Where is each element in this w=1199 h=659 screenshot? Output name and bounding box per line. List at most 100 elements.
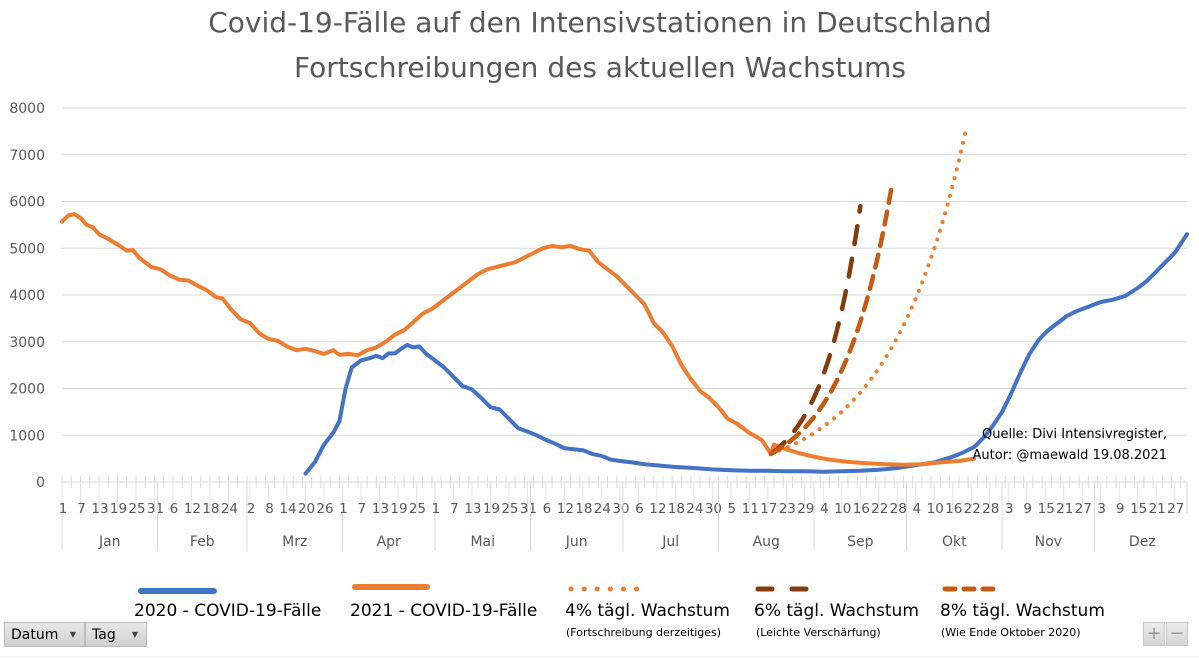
chart-title: Covid-19-Fälle auf den Intensivstationen… bbox=[208, 6, 992, 39]
month-label: Okt bbox=[942, 534, 967, 550]
x-tick-label: 3 bbox=[1005, 501, 1014, 517]
legend-item-2021[interactable]: 2021 - COVID-19-Fälle bbox=[350, 584, 537, 621]
legend: 2020 - COVID-19-Fälle 2021 - COVID-19-Fä… bbox=[134, 584, 1105, 639]
y-axis: 0 1000 2000 3000 4000 5000 6000 7000 8000 bbox=[9, 101, 45, 491]
y-tick-label: 6000 bbox=[9, 195, 45, 211]
x-tick-label: 22 bbox=[964, 501, 981, 517]
x-tick-label: 10 bbox=[927, 501, 944, 517]
collapse-field-button[interactable]: − bbox=[1166, 622, 1188, 646]
x-tick-label: 13 bbox=[464, 501, 481, 517]
x-tick-label: 18 bbox=[202, 501, 219, 517]
legend-item-8pct[interactable]: 8% tägl. Wachstum (Wie Ende Oktober 2020… bbox=[940, 586, 1105, 639]
x-tick-label: 14 bbox=[279, 501, 296, 517]
x-tick-label: 25 bbox=[409, 501, 426, 517]
y-tick-label: 8000 bbox=[9, 101, 45, 117]
plus-icon: + bbox=[1146, 623, 1162, 644]
x-tick-label: 30 bbox=[705, 501, 722, 517]
x-tick-label: 3 bbox=[1097, 501, 1106, 517]
legend-item-2020[interactable]: 2020 - COVID-19-Fälle bbox=[134, 588, 321, 621]
x-tick-label: 6 bbox=[543, 501, 552, 517]
x-tick-label: 31 bbox=[520, 501, 537, 517]
pivot-field-label: Datum bbox=[11, 626, 59, 643]
x-tick-label: 6 bbox=[170, 501, 179, 517]
x-tick-label: 20 bbox=[298, 501, 315, 517]
x-tick-label: 21 bbox=[1056, 501, 1073, 517]
month-label: Nov bbox=[1035, 534, 1062, 550]
x-tick-label: 19 bbox=[483, 501, 500, 517]
legend-label: 6% tägl. Wachstum bbox=[754, 601, 919, 621]
legend-sublabel: (Fortschreibung derzeitiges) bbox=[566, 626, 721, 639]
series-2021-line bbox=[60, 212, 977, 467]
legend-item-4pct[interactable]: 4% tägl. Wachstum (Fortschreibung derzei… bbox=[565, 586, 730, 639]
x-tick-label: 23 bbox=[779, 501, 796, 517]
x-tick-label: 10 bbox=[834, 501, 851, 517]
legend-label: 4% tägl. Wachstum bbox=[565, 601, 730, 621]
month-label: Mrz bbox=[282, 534, 307, 550]
legend-sublabel: (Wie Ende Oktober 2020) bbox=[941, 626, 1081, 639]
x-tick-label: 6 bbox=[635, 501, 644, 517]
x-tick-label: 25 bbox=[501, 501, 518, 517]
x-tick-label: 5 bbox=[728, 501, 737, 517]
x-tick-label: 12 bbox=[557, 501, 574, 517]
x-tick-label: 16 bbox=[853, 501, 870, 517]
month-label: Sep bbox=[847, 534, 874, 550]
y-tick-label: 2000 bbox=[9, 382, 45, 398]
x-tick-label: 15 bbox=[1038, 501, 1055, 517]
x-tick-label: 17 bbox=[760, 501, 777, 517]
dropdown-arrow-icon: ▼ bbox=[69, 630, 76, 639]
x-tick-label: 1 bbox=[339, 501, 348, 517]
y-tick-label: 1000 bbox=[9, 428, 45, 444]
x-tick-label: 21 bbox=[1149, 501, 1166, 517]
x-tick-label: 13 bbox=[372, 501, 389, 517]
x-tick-label: 9 bbox=[1023, 501, 1032, 517]
x-tick-label: 11 bbox=[742, 501, 759, 517]
x-tick-label: 8 bbox=[265, 501, 274, 517]
x-tick-label: 9 bbox=[1116, 501, 1125, 517]
x-tick-label: 19 bbox=[390, 501, 407, 517]
x-tick-label: 15 bbox=[1130, 501, 1147, 517]
y-tick-label: 3000 bbox=[9, 335, 45, 351]
x-tick-label: 24 bbox=[686, 501, 703, 517]
legend-item-6pct[interactable]: 6% tägl. Wachstum (Leichte Verschärfung) bbox=[754, 586, 919, 639]
series-layer bbox=[60, 131, 1189, 476]
month-label: Feb bbox=[190, 534, 215, 550]
x-tick-label: 18 bbox=[575, 501, 592, 517]
y-tick-label: 7000 bbox=[9, 148, 45, 164]
series-2020-line bbox=[303, 232, 1189, 476]
source-annotation-line1: Quelle: Divi Intensivregister, bbox=[982, 427, 1167, 442]
source-annotation-line2: Autor: @maewald 19.08.2021 bbox=[973, 448, 1167, 463]
x-tick-label: 13 bbox=[91, 501, 108, 517]
month-label: Jul bbox=[661, 534, 679, 550]
pivot-field-tag-button[interactable]: Tag ▼ bbox=[85, 622, 147, 647]
pivot-field-datum-button[interactable]: Datum ▼ bbox=[4, 622, 85, 647]
x-tick-label: 29 bbox=[797, 501, 814, 517]
x-tick-label: 1 bbox=[59, 501, 68, 517]
x-tick-label: 19 bbox=[110, 501, 127, 517]
x-tick-label: 1 bbox=[432, 501, 441, 517]
x-tick-label: 16 bbox=[945, 501, 962, 517]
y-tick-label: 0 bbox=[36, 475, 45, 491]
legend-label: 2020 - COVID-19-Fälle bbox=[134, 601, 321, 621]
month-label: Apr bbox=[377, 534, 401, 550]
x-tick-label: 12 bbox=[649, 501, 666, 517]
month-label: Mai bbox=[470, 534, 495, 550]
expand-field-button[interactable]: + bbox=[1143, 622, 1165, 646]
x-tick-label: 4 bbox=[820, 501, 829, 517]
x-tick-label: 25 bbox=[128, 501, 145, 517]
x-tick-label: 27 bbox=[1075, 501, 1092, 517]
x-tick-label: 30 bbox=[612, 501, 629, 517]
month-label: Aug bbox=[753, 534, 780, 550]
month-label: Jun bbox=[565, 534, 588, 550]
legend-label: 8% tägl. Wachstum bbox=[940, 601, 1105, 621]
y-tick-label: 4000 bbox=[9, 288, 45, 304]
dropdown-arrow-icon: ▼ bbox=[131, 630, 138, 639]
y-tick-label: 5000 bbox=[9, 241, 45, 257]
x-tick-label: 27 bbox=[1167, 501, 1184, 517]
x-tick-label: 22 bbox=[871, 501, 888, 517]
x-tick-label: 18 bbox=[668, 501, 685, 517]
divider bbox=[0, 656, 1199, 657]
legend-sublabel: (Leichte Verschärfung) bbox=[756, 626, 881, 639]
x-tick-label: 4 bbox=[912, 501, 921, 517]
projection-8pct-line bbox=[768, 187, 894, 457]
